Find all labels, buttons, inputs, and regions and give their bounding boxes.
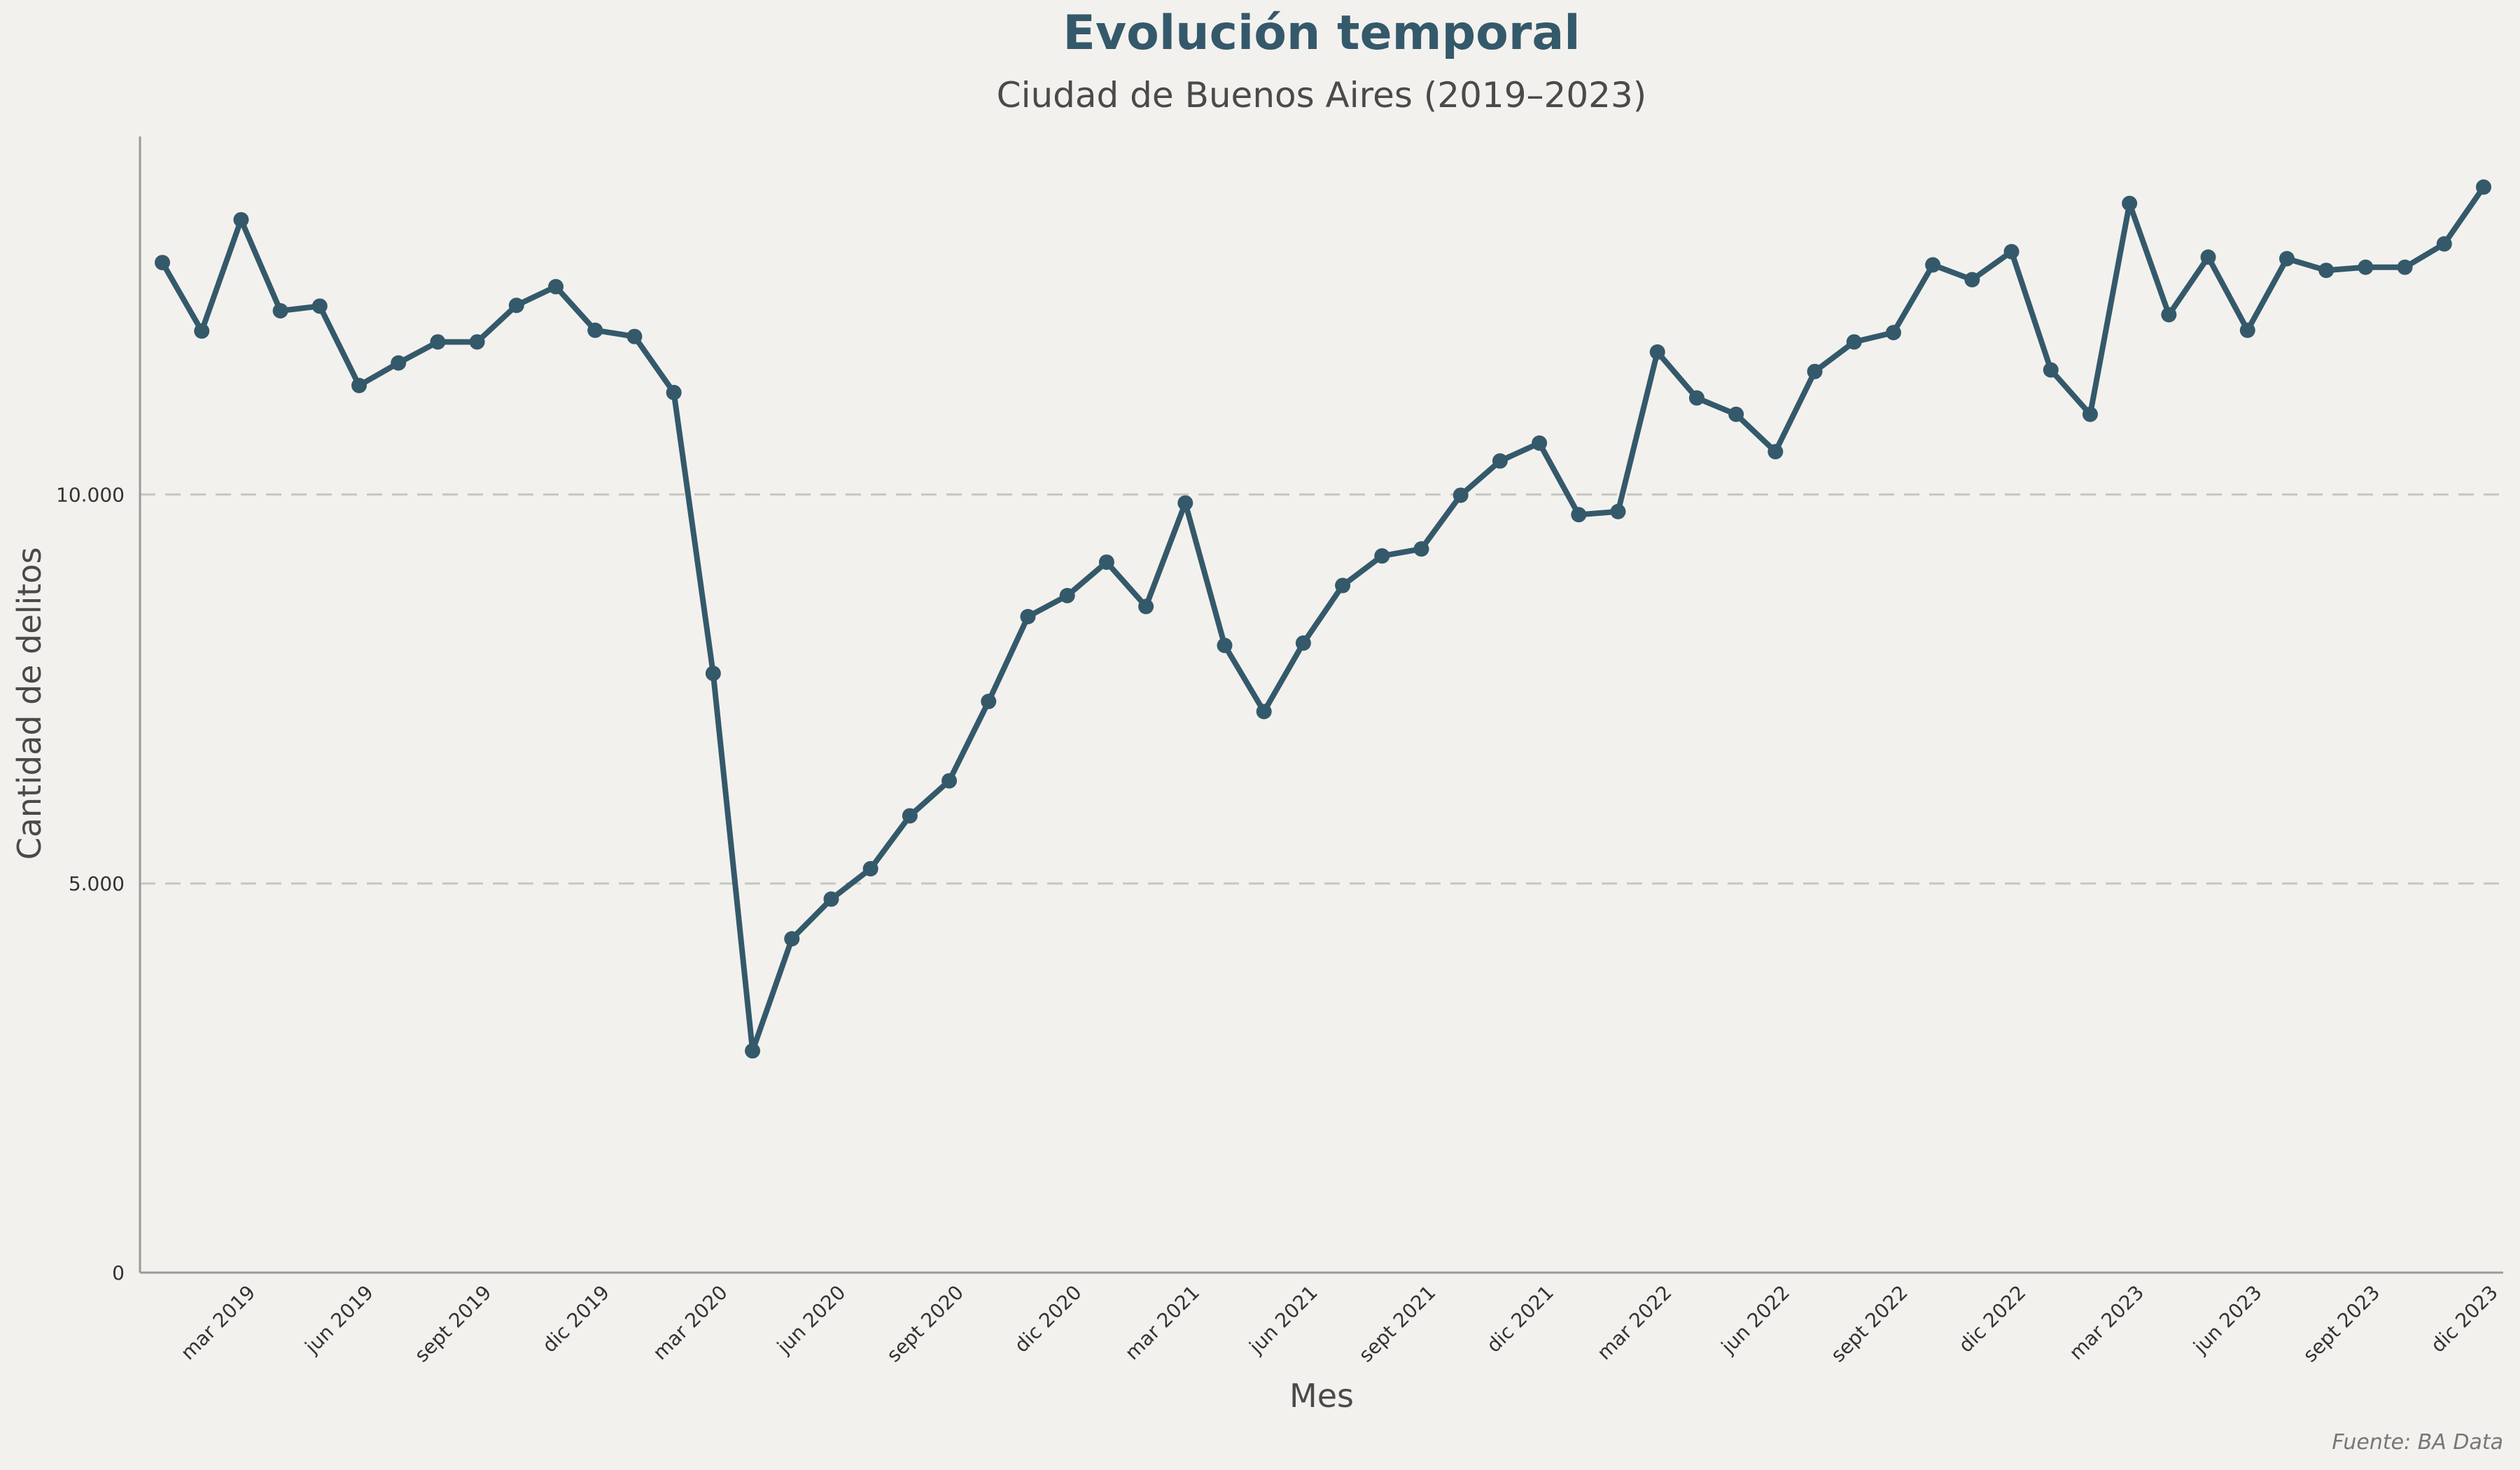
data-point <box>2476 179 2491 195</box>
chart-subtitle: Ciudad de Buenos Aires (2019–2023) <box>997 75 1647 115</box>
data-point <box>1571 507 1587 523</box>
data-point <box>1964 272 1980 288</box>
data-point <box>351 377 368 393</box>
series-line <box>160 186 2486 1054</box>
y-tick-label: 10.000 <box>56 483 125 506</box>
x-tick-label: mar 2022 <box>1592 1281 1676 1365</box>
data-point <box>548 279 564 295</box>
x-tick-label: sept 2020 <box>882 1281 968 1367</box>
data-point <box>1807 363 1823 379</box>
data-point <box>2043 362 2059 378</box>
x-axis-label: Mes <box>1289 1377 1354 1415</box>
series-points <box>155 179 2491 1059</box>
data-point <box>1059 587 1075 603</box>
y-tick-label: 0 <box>112 1261 125 1284</box>
x-tick-label: jun 2022 <box>1716 1281 1794 1359</box>
data-point <box>2436 236 2452 252</box>
data-point <box>1649 344 1665 360</box>
data-point <box>1098 554 1114 570</box>
x-tick-label: jun 2023 <box>2188 1281 2266 1359</box>
data-point <box>1925 257 1941 273</box>
y-axis-label: Cantidad de delitos <box>10 547 48 860</box>
x-tick-label: sept 2021 <box>1354 1281 1441 1367</box>
data-point <box>1256 704 1272 720</box>
data-point <box>1768 444 1784 460</box>
data-point <box>1217 638 1233 654</box>
data-point <box>1610 503 1626 519</box>
data-point <box>469 334 485 350</box>
data-point <box>155 255 170 271</box>
y-tick-label: 5.000 <box>69 872 125 895</box>
x-tick-label: sept 2023 <box>2298 1281 2384 1367</box>
x-tick-label: mar 2023 <box>2065 1281 2149 1365</box>
data-point <box>1020 608 1036 624</box>
x-tick-label: jun 2019 <box>300 1281 378 1359</box>
data-point <box>941 773 958 789</box>
data-point <box>1295 635 1311 651</box>
data-point <box>745 1043 761 1059</box>
data-point <box>1138 598 1154 615</box>
data-point <box>1374 548 1390 564</box>
x-tick-labels: mar 2019 jun 2019 sept 2019 dic 2019 mar 202… <box>176 1281 2502 1367</box>
data-point <box>1728 406 1744 422</box>
data-point <box>2239 322 2255 338</box>
data-point <box>194 323 210 339</box>
data-point <box>626 328 643 344</box>
x-tick-label: dic 2019 <box>538 1281 614 1357</box>
x-tick-label: sept 2019 <box>410 1281 496 1367</box>
data-point <box>823 891 839 907</box>
data-point <box>1492 453 1508 469</box>
data-point <box>2397 259 2413 275</box>
data-point <box>2358 259 2374 275</box>
y-tick-labels: 0 5.000 10.000 <box>56 483 125 1284</box>
data-point <box>312 298 328 314</box>
x-tick-label: mar 2021 <box>1121 1281 1205 1365</box>
data-point <box>1413 541 1429 557</box>
data-point <box>705 666 721 682</box>
data-point <box>2082 406 2098 422</box>
x-tick-label: mar 2019 <box>176 1281 260 1365</box>
x-tick-label: jun 2021 <box>1245 1281 1322 1359</box>
data-point <box>1885 325 1901 341</box>
data-point <box>902 808 918 824</box>
data-point <box>2003 244 2019 260</box>
chart-title: Evolución temporal <box>1063 6 1580 61</box>
data-point <box>1846 334 1862 350</box>
x-tick-label: sept 2022 <box>1826 1281 1912 1367</box>
x-tick-label: dic 2023 <box>2426 1281 2502 1357</box>
data-point <box>862 861 878 877</box>
data-point <box>784 931 800 947</box>
x-tick-label: mar 2020 <box>648 1281 732 1365</box>
data-point <box>2278 251 2295 267</box>
x-tick-label: dic 2020 <box>1010 1281 1086 1357</box>
data-point <box>2161 307 2177 323</box>
x-tick-label: jun 2020 <box>772 1281 850 1359</box>
data-point <box>2200 249 2216 265</box>
x-tick-label: dic 2022 <box>1954 1281 2031 1357</box>
gridlines <box>140 493 2503 885</box>
data-point <box>1335 578 1351 594</box>
x-tick-label: dic 2021 <box>1482 1281 1558 1357</box>
data-point <box>430 334 446 350</box>
source-note: Fuente: BA Data <box>2332 1430 2503 1455</box>
data-point <box>2318 262 2334 279</box>
data-point <box>272 303 288 319</box>
data-point <box>981 694 997 710</box>
data-point <box>233 211 249 227</box>
data-point <box>587 322 603 338</box>
data-point <box>1452 487 1469 503</box>
data-point <box>508 298 524 314</box>
data-point <box>666 384 682 400</box>
data-point <box>1532 435 1548 451</box>
data-point <box>1177 495 1194 511</box>
data-point <box>2122 195 2138 211</box>
data-point <box>391 355 407 371</box>
data-point <box>1688 390 1704 406</box>
